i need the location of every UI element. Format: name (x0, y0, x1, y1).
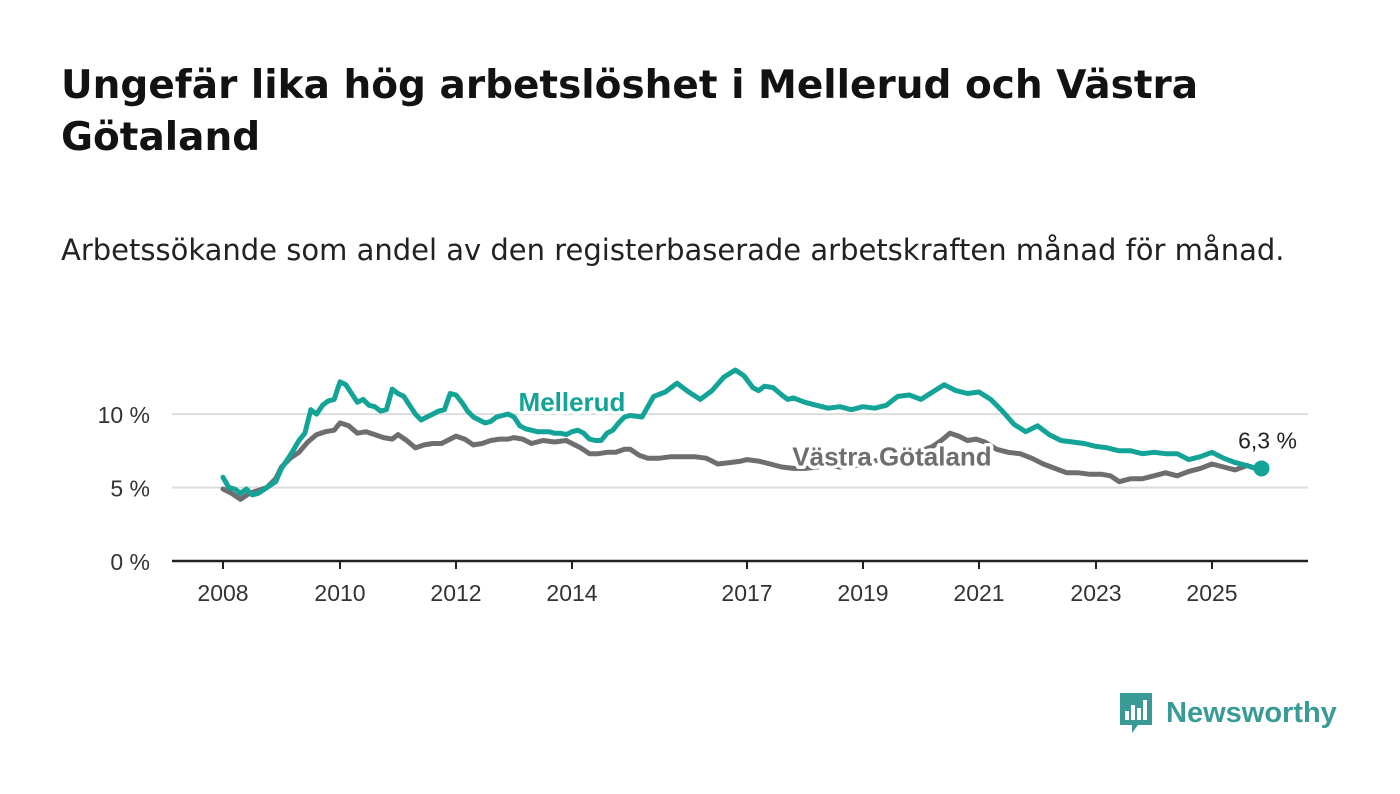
series-labels: Mellerud Västra Götaland 6,3 % (515, 384, 1299, 477)
chart-subtitle: Arbetssökande som andel av den registerb… (61, 233, 1285, 267)
series-line-mellerud (220, 367, 1258, 498)
y-tick-label: 10 % (98, 402, 150, 428)
y-tick-label: 5 % (110, 476, 150, 502)
series-lines (220, 367, 1258, 502)
brand-name: Newsworthy (1166, 696, 1337, 729)
series-line-vastra-gotaland (220, 420, 1258, 502)
gridlines (172, 413, 1308, 489)
x-tick-label: 2012 (430, 580, 481, 606)
series-label-vastra-gotaland: Västra Götaland (792, 442, 991, 472)
axes: 0 % 5 % 10 % 2008 2010 2012 2014 2017 2019 2021 20… (98, 402, 1308, 606)
x-tick-label: 2017 (721, 580, 772, 606)
series-label-mellerud: Mellerud (519, 387, 626, 417)
x-tick-label: 2014 (546, 580, 597, 606)
y-tick-label: 0 % (110, 549, 150, 575)
x-tick-label: 2023 (1070, 580, 1121, 606)
x-tick-label: 2025 (1186, 580, 1237, 606)
x-tick-label: 2008 (197, 580, 248, 606)
bar-chart-speech-bubble-icon (1120, 693, 1152, 733)
newsworthy-logo[interactable]: Newsworthy (1118, 690, 1337, 736)
x-tick-label: 2010 (314, 580, 365, 606)
end-value-label: 6,3 % (1238, 427, 1297, 453)
x-tick-label: 2021 (953, 580, 1004, 606)
x-tick-label: 2019 (837, 580, 888, 606)
chart-title: Ungefär lika hög arbetslöshet i Mellerud… (61, 63, 1199, 160)
end-point-marker (1253, 460, 1270, 477)
